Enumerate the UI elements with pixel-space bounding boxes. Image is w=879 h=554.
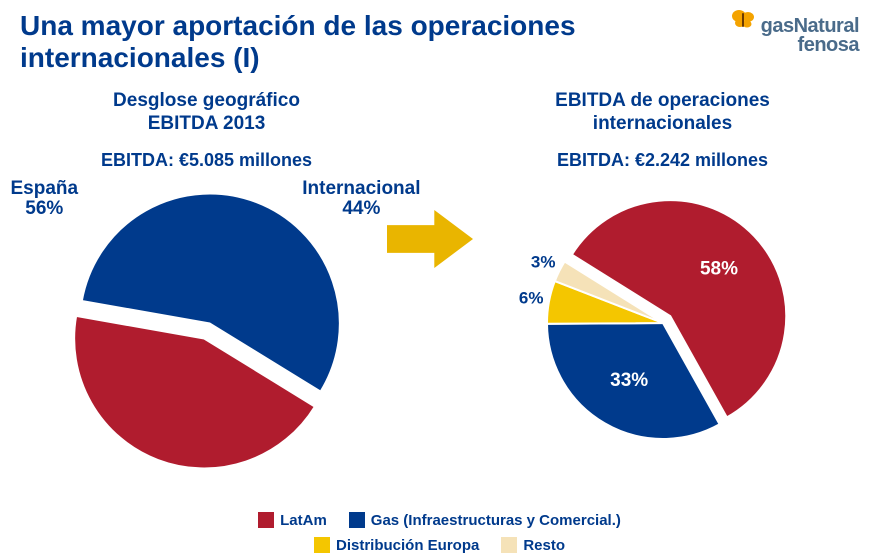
left-ext-label-spain-pct: 56% [11, 199, 79, 220]
right-chart-title: EBITDA de operaciones internacionales [483, 90, 843, 136]
slice-label: 58% [699, 258, 737, 279]
right-chart-block: EBITDA de operaciones internacionales EB… [483, 90, 843, 474]
legend-swatch [349, 512, 365, 528]
logo-line-2: fenosa [730, 34, 859, 57]
legend-item: Gas (Infraestructuras y Comercial.) [349, 512, 621, 529]
right-chart-title-line-1: EBITDA de operaciones [483, 90, 843, 113]
right-chart-title-line-2: internacionales [483, 113, 843, 136]
left-chart-block: Desglose geográfico EBITDA 2013 EBITDA: … [37, 90, 377, 496]
brand-logo: gasNatural fenosa [730, 6, 859, 57]
left-ext-label-intl: Internacional 44% [302, 179, 420, 221]
legend-label: Gas (Infraestructuras y Comercial.) [371, 512, 621, 529]
right-chart-subtitle: EBITDA: €2.242 millones [483, 150, 843, 171]
legend-swatch [501, 537, 517, 553]
slice-label: 3% [530, 252, 555, 271]
butterfly-icon [730, 6, 756, 37]
legend: LatAm Gas (Infraestructuras y Comercial.)… [0, 496, 879, 554]
legend-item: Resto [501, 537, 565, 554]
legend-item: Distribución Europa [314, 537, 479, 554]
left-chart-title-line-1: Desglose geográfico [37, 90, 377, 113]
charts-row: Desglose geográfico EBITDA 2013 EBITDA: … [0, 80, 879, 496]
legend-swatch [258, 512, 274, 528]
left-chart-title-line-2: EBITDA 2013 [37, 113, 377, 136]
left-ext-label-spain-name: España [11, 179, 79, 200]
left-chart-subtitle: EBITDA: €5.085 millones [37, 150, 377, 171]
right-pie-chart: 58% 33% 6% 3% [517, 177, 809, 469]
legend-label: LatAm [280, 512, 327, 529]
legend-label: Resto [523, 537, 565, 554]
header: Una mayor aportación de las operaciones … [0, 0, 879, 80]
left-pie-area: España 56% Internacional 44% [47, 171, 367, 496]
slice-label: 33% [610, 370, 648, 391]
left-ext-label-intl-name: Internacional [302, 179, 420, 200]
left-ext-label-spain: España 56% [11, 179, 79, 221]
slice-label: 6% [518, 288, 543, 307]
left-ext-label-intl-pct: 44% [302, 199, 420, 220]
right-pie-area: 58% 33% 6% 3% [483, 177, 843, 474]
legend-label: Distribución Europa [336, 537, 479, 554]
legend-swatch [314, 537, 330, 553]
left-chart-title: Desglose geográfico EBITDA 2013 [37, 90, 377, 136]
legend-item: LatAm [258, 512, 327, 529]
